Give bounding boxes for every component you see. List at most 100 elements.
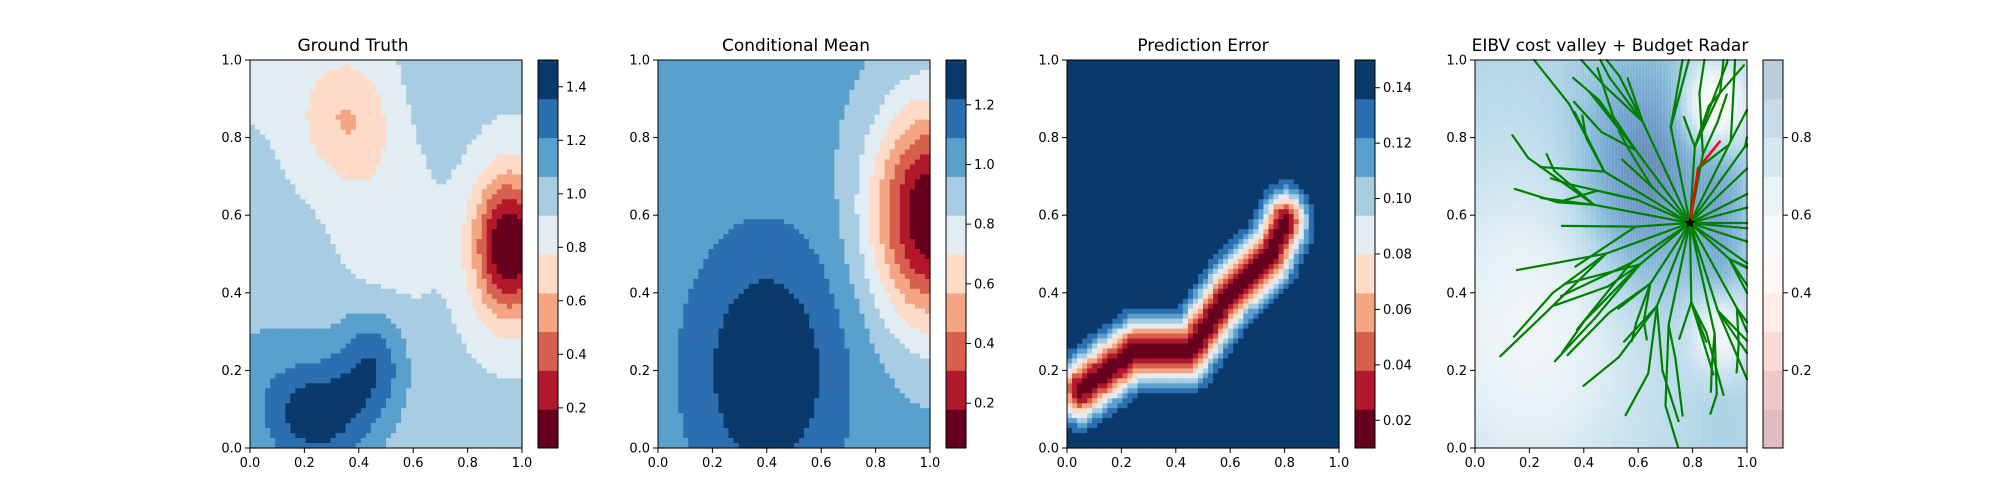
heatmap-cell bbox=[436, 268, 443, 275]
heatmap-cell bbox=[481, 64, 488, 71]
heatmap-cell bbox=[285, 224, 291, 230]
heatmap-cell bbox=[864, 94, 871, 101]
heatmap-cell bbox=[280, 388, 286, 394]
heatmap-cell bbox=[401, 204, 407, 210]
heatmap-cell bbox=[365, 443, 372, 449]
heatmap-cell bbox=[839, 109, 845, 116]
heatmap-cell bbox=[295, 199, 301, 205]
heatmap-cell bbox=[688, 74, 694, 81]
heatmap-cell bbox=[355, 313, 362, 320]
heatmap-cell bbox=[391, 378, 397, 384]
heatmap-cell bbox=[854, 74, 861, 81]
heatmap-cell bbox=[325, 149, 332, 156]
heatmap-cell bbox=[285, 408, 291, 414]
heatmap-cell bbox=[416, 303, 422, 310]
heatmap-cell bbox=[340, 263, 347, 270]
heatmap-cell bbox=[658, 109, 664, 116]
heatmap-cell bbox=[330, 119, 337, 126]
heatmap-cell bbox=[416, 428, 422, 434]
heatmap-cell bbox=[370, 318, 377, 325]
heatmap-cell bbox=[406, 283, 412, 290]
heatmap-cell bbox=[416, 363, 422, 370]
heatmap-cell bbox=[310, 129, 317, 136]
heatmap-cell bbox=[340, 358, 347, 365]
heatmap-cell bbox=[698, 64, 704, 71]
heatmap-cell bbox=[516, 159, 523, 166]
heatmap-cell bbox=[335, 378, 342, 384]
heatmap-cell bbox=[295, 169, 301, 176]
heatmap-cell bbox=[506, 283, 513, 290]
heatmap-cell bbox=[360, 239, 367, 245]
x-tick-label: 0.6 bbox=[403, 456, 424, 471]
heatmap-cell bbox=[501, 393, 508, 399]
heatmap-cell bbox=[380, 338, 387, 345]
heatmap-cell bbox=[330, 408, 337, 414]
heatmap-cell bbox=[396, 74, 402, 81]
heatmap-cell bbox=[270, 134, 276, 141]
heatmap-cell bbox=[516, 428, 523, 434]
heatmap-cell bbox=[511, 224, 518, 230]
heatmap-cell bbox=[335, 393, 342, 399]
heatmap-cell bbox=[375, 283, 382, 290]
heatmap-cell bbox=[260, 144, 266, 151]
heatmap-cell bbox=[768, 64, 775, 71]
heatmap-cell bbox=[441, 283, 448, 290]
heatmap-cell bbox=[476, 428, 483, 434]
heatmap-cell bbox=[728, 89, 735, 96]
heatmap-cell bbox=[441, 99, 448, 106]
heatmap-cell bbox=[300, 313, 307, 320]
heatmap-cell bbox=[491, 159, 498, 166]
heatmap-cell bbox=[260, 308, 266, 315]
heatmap-cell bbox=[280, 298, 286, 305]
heatmap-cell bbox=[914, 89, 921, 96]
heatmap-cell bbox=[391, 114, 397, 121]
heatmap-cell bbox=[496, 94, 503, 101]
heatmap-cell bbox=[466, 104, 473, 111]
heatmap-cell bbox=[486, 263, 493, 270]
heatmap-cell bbox=[733, 89, 740, 96]
heatmap-cell bbox=[441, 388, 448, 394]
heatmap-cell bbox=[839, 119, 845, 126]
heatmap-cell bbox=[411, 353, 417, 360]
heatmap-cell bbox=[511, 189, 518, 195]
heatmap-cell bbox=[280, 413, 286, 419]
heatmap-cell bbox=[406, 288, 412, 295]
heatmap-cell bbox=[320, 263, 327, 270]
heatmap-cell bbox=[305, 378, 312, 384]
heatmap-cell bbox=[355, 353, 362, 360]
heatmap-cell bbox=[471, 353, 478, 360]
heatmap-cell bbox=[375, 234, 382, 240]
heatmap-cell bbox=[360, 383, 367, 389]
heatmap-cell bbox=[506, 363, 513, 370]
heatmap-cell bbox=[270, 194, 276, 200]
heatmap-cell bbox=[461, 144, 468, 151]
heatmap-cell bbox=[370, 199, 377, 205]
heatmap-cell bbox=[370, 438, 377, 444]
heatmap-cell bbox=[250, 129, 256, 136]
heatmap-cell bbox=[446, 288, 453, 295]
heatmap-cell bbox=[275, 194, 281, 200]
heatmap-cell bbox=[320, 254, 327, 260]
heatmap-cell bbox=[375, 403, 382, 409]
heatmap-cell bbox=[471, 159, 478, 166]
heatmap-cell bbox=[396, 134, 402, 141]
heatmap-cell bbox=[436, 423, 443, 429]
heatmap-cell bbox=[884, 119, 891, 126]
heatmap-cell bbox=[451, 74, 458, 81]
heatmap-cell bbox=[285, 154, 291, 161]
heatmap-cell bbox=[486, 134, 493, 141]
heatmap-cell bbox=[335, 298, 342, 305]
heatmap-cell bbox=[401, 283, 407, 290]
heatmap-cell bbox=[466, 268, 473, 275]
heatmap-cell bbox=[834, 64, 840, 71]
heatmap-cell bbox=[909, 60, 916, 66]
heatmap-cell bbox=[391, 189, 397, 195]
heatmap-cell bbox=[355, 89, 362, 96]
heatmap-cell bbox=[265, 398, 271, 404]
heatmap-cell bbox=[305, 398, 312, 404]
heatmap-cell bbox=[703, 89, 709, 96]
heatmap-cell bbox=[305, 438, 312, 444]
heatmap-cell bbox=[275, 308, 281, 315]
heatmap-cell bbox=[300, 378, 307, 384]
heatmap-cell bbox=[748, 89, 755, 96]
